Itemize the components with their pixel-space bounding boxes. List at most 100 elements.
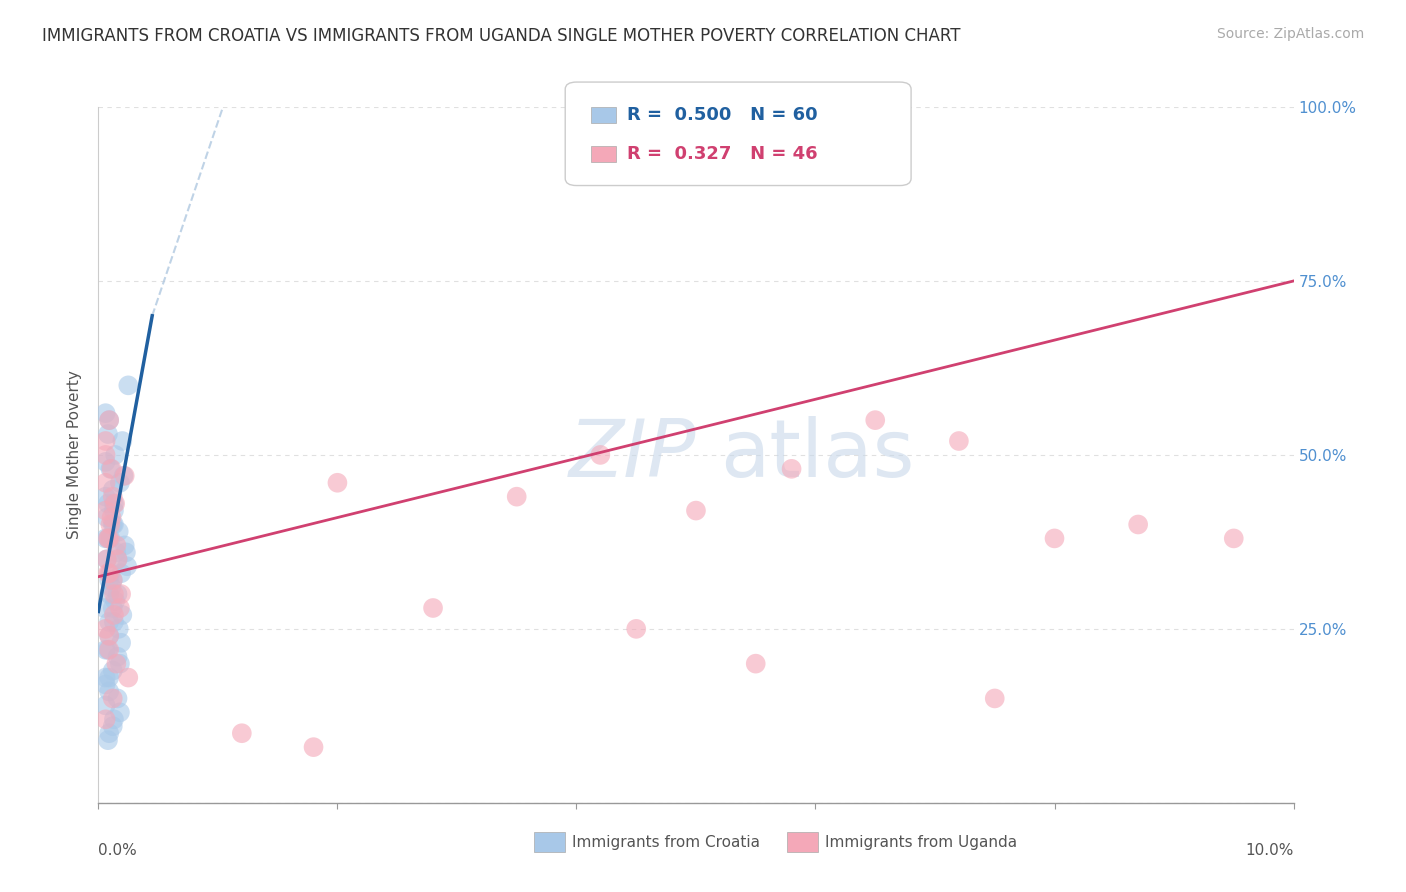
- Point: [101, 601, 124, 615]
- Point: [94, 406, 117, 420]
- Point: [94, 698, 117, 713]
- Point: [112, 468, 135, 483]
- Point: [110, 587, 132, 601]
- Point: [100, 510, 122, 524]
- Point: [98, 566, 121, 581]
- Point: [100, 462, 122, 476]
- Point: [100, 462, 122, 476]
- Point: [589, 448, 612, 462]
- Point: [96, 510, 118, 524]
- Point: [94, 434, 117, 448]
- Text: IMMIGRANTS FROM CROATIA VS IMMIGRANTS FROM UGANDA SINGLE MOTHER POVERTY CORRELAT: IMMIGRANTS FROM CROATIA VS IMMIGRANTS FR…: [42, 27, 960, 45]
- Point: [948, 434, 970, 448]
- Point: [626, 622, 648, 636]
- Point: [101, 483, 124, 497]
- Point: [1043, 532, 1066, 546]
- Point: [302, 740, 325, 755]
- Point: [105, 538, 128, 552]
- Point: [98, 684, 121, 698]
- Point: [100, 517, 122, 532]
- Point: [107, 587, 129, 601]
- Text: Immigrants from Uganda: Immigrants from Uganda: [825, 835, 1018, 849]
- Point: [94, 475, 117, 490]
- Point: [98, 615, 121, 629]
- Point: [97, 497, 120, 511]
- Y-axis label: Single Mother Poverty: Single Mother Poverty: [67, 370, 83, 540]
- Point: [101, 719, 124, 733]
- Point: [103, 712, 125, 726]
- Point: [97, 642, 120, 657]
- Point: [101, 517, 124, 532]
- Point: [98, 726, 121, 740]
- Text: R =  0.327   N = 46: R = 0.327 N = 46: [627, 145, 818, 163]
- Point: [103, 607, 125, 622]
- Point: [780, 462, 803, 476]
- Point: [94, 671, 117, 685]
- Point: [97, 532, 120, 546]
- Point: [94, 455, 117, 469]
- Point: [101, 664, 124, 678]
- Point: [97, 566, 120, 581]
- Point: [231, 726, 253, 740]
- Point: [94, 532, 117, 546]
- Text: R =  0.500   N = 60: R = 0.500 N = 60: [627, 106, 818, 124]
- Point: [100, 580, 122, 594]
- Point: [107, 524, 129, 539]
- Point: [865, 413, 887, 427]
- Point: [107, 691, 129, 706]
- Point: [1223, 532, 1246, 546]
- Text: atlas: atlas: [720, 416, 914, 494]
- Point: [111, 434, 134, 448]
- Point: [98, 532, 121, 546]
- Point: [100, 532, 122, 546]
- Point: [97, 733, 120, 747]
- Point: [104, 594, 127, 608]
- Point: [422, 601, 444, 615]
- Point: [108, 475, 131, 490]
- Point: [101, 691, 124, 706]
- Point: [745, 657, 768, 671]
- Point: [98, 587, 121, 601]
- Point: [98, 413, 121, 427]
- Text: ZIP: ZIP: [568, 416, 696, 494]
- Point: [94, 503, 117, 517]
- Point: [101, 573, 124, 587]
- Point: [108, 706, 131, 720]
- Point: [94, 490, 117, 504]
- Point: [114, 468, 136, 483]
- Point: [94, 642, 117, 657]
- Point: [1128, 517, 1150, 532]
- Point: [115, 545, 138, 559]
- Point: [103, 497, 125, 511]
- Point: [96, 552, 118, 566]
- Point: [94, 677, 117, 691]
- Point: [96, 552, 118, 566]
- Point: [98, 629, 121, 643]
- Point: [108, 601, 131, 615]
- Point: [98, 573, 121, 587]
- Point: [104, 448, 127, 462]
- Point: [103, 615, 125, 629]
- Point: [100, 566, 122, 581]
- Point: [107, 552, 129, 566]
- Text: 10.0%: 10.0%: [1246, 843, 1294, 858]
- Point: [111, 607, 134, 622]
- Point: [101, 490, 124, 504]
- Text: Source: ZipAtlas.com: Source: ZipAtlas.com: [1216, 27, 1364, 41]
- Point: [94, 622, 117, 636]
- Point: [93, 601, 115, 615]
- Point: [506, 490, 529, 504]
- Point: [110, 566, 132, 581]
- Point: [94, 712, 117, 726]
- Point: [117, 378, 139, 392]
- Point: [97, 427, 120, 442]
- Point: [107, 649, 129, 664]
- Text: 0.0%: 0.0%: [98, 843, 138, 858]
- Point: [685, 503, 707, 517]
- Point: [110, 636, 132, 650]
- Point: [107, 552, 129, 566]
- Text: Immigrants from Croatia: Immigrants from Croatia: [572, 835, 761, 849]
- Point: [114, 538, 136, 552]
- Point: [984, 691, 1007, 706]
- Point: [103, 503, 125, 517]
